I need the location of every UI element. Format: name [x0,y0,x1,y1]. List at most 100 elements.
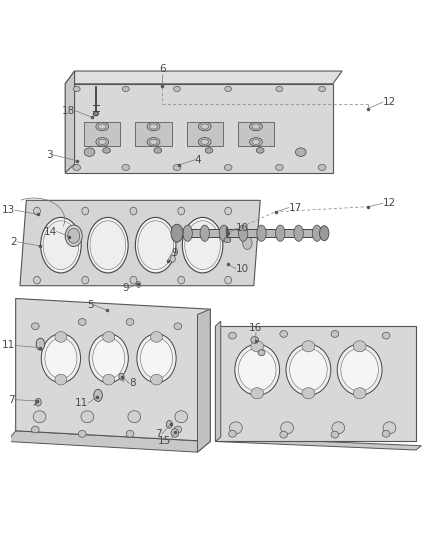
Ellipse shape [122,165,130,171]
Ellipse shape [318,165,326,171]
Ellipse shape [137,334,176,383]
Ellipse shape [150,124,157,129]
Ellipse shape [225,86,232,92]
Polygon shape [198,309,210,452]
Ellipse shape [341,349,378,391]
Ellipse shape [200,225,209,241]
Text: 6: 6 [159,64,166,75]
Ellipse shape [198,138,211,146]
Text: 10: 10 [236,223,249,233]
Text: 3: 3 [46,150,53,160]
Ellipse shape [96,138,109,146]
Ellipse shape [55,374,67,385]
Polygon shape [84,123,120,146]
Ellipse shape [103,374,115,385]
Ellipse shape [252,124,260,129]
Polygon shape [65,71,74,173]
Ellipse shape [257,225,266,241]
Ellipse shape [103,332,115,342]
Ellipse shape [302,341,315,352]
Ellipse shape [150,139,157,144]
Ellipse shape [280,431,287,438]
Ellipse shape [383,422,396,434]
Ellipse shape [174,323,182,329]
Ellipse shape [84,148,95,156]
Text: 2: 2 [11,237,17,247]
Ellipse shape [151,332,162,342]
Ellipse shape [151,374,162,385]
Ellipse shape [173,86,180,92]
Text: 10: 10 [236,264,249,273]
Ellipse shape [99,139,106,144]
Ellipse shape [294,225,303,241]
Text: 9: 9 [172,248,179,258]
Text: 13: 13 [2,205,15,215]
Ellipse shape [138,221,173,270]
Ellipse shape [137,281,141,287]
Ellipse shape [238,225,248,241]
Ellipse shape [251,336,258,343]
Text: 17: 17 [289,203,302,213]
Ellipse shape [276,86,283,92]
Text: 4: 4 [195,155,201,165]
Ellipse shape [141,338,173,378]
Ellipse shape [183,225,192,241]
Ellipse shape [88,217,128,273]
Polygon shape [65,84,333,173]
Ellipse shape [229,430,237,437]
Ellipse shape [73,86,80,92]
Polygon shape [65,71,342,84]
Ellipse shape [126,430,134,437]
Ellipse shape [295,148,306,156]
Ellipse shape [256,148,264,153]
Polygon shape [135,123,172,146]
Text: 18: 18 [62,106,75,116]
Ellipse shape [34,276,40,284]
Ellipse shape [290,349,327,391]
Ellipse shape [45,338,77,378]
Ellipse shape [353,387,366,399]
Text: 7: 7 [8,394,15,405]
Ellipse shape [32,323,39,329]
Text: 14: 14 [43,227,57,237]
Text: 15: 15 [157,435,170,446]
Ellipse shape [171,429,179,437]
Ellipse shape [178,276,185,284]
Ellipse shape [331,431,339,438]
Ellipse shape [251,341,264,352]
Text: 7: 7 [155,429,162,439]
Ellipse shape [103,148,110,153]
Ellipse shape [122,86,129,92]
Ellipse shape [252,139,260,144]
Ellipse shape [73,165,81,171]
Ellipse shape [34,207,40,215]
Ellipse shape [82,276,88,284]
Polygon shape [238,123,274,146]
Ellipse shape [302,387,315,399]
Ellipse shape [286,344,331,395]
Ellipse shape [128,411,141,423]
Ellipse shape [130,276,137,284]
Polygon shape [215,326,416,441]
Ellipse shape [229,332,237,339]
Ellipse shape [135,217,176,273]
Ellipse shape [94,390,102,401]
Ellipse shape [35,398,41,406]
Ellipse shape [81,411,94,423]
Ellipse shape [225,276,232,284]
Ellipse shape [147,122,160,131]
Text: 11: 11 [2,341,15,351]
Ellipse shape [126,319,134,325]
Ellipse shape [32,426,39,433]
Ellipse shape [230,422,242,434]
Ellipse shape [36,338,45,350]
Text: 16: 16 [249,322,262,333]
Ellipse shape [219,225,229,241]
Ellipse shape [33,411,46,423]
Text: 11: 11 [75,398,88,408]
Text: 12: 12 [383,198,396,208]
Polygon shape [7,431,210,452]
Ellipse shape [201,139,208,144]
Ellipse shape [250,122,262,131]
Text: 8: 8 [129,378,136,389]
